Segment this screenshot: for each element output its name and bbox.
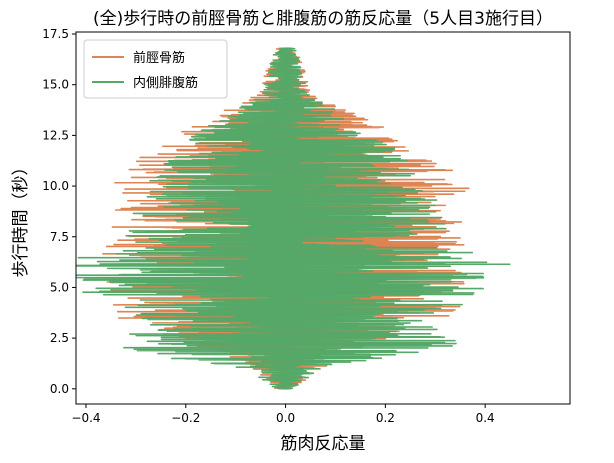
y-tick-label: 15.0 bbox=[42, 78, 69, 92]
chart-title: (全)歩行時の前脛骨筋と腓腹筋の筋反応量（5人目3施行目） bbox=[93, 9, 553, 29]
plot-frame bbox=[75, 31, 571, 405]
legend-label-series-1: 内側腓腹筋 bbox=[133, 75, 198, 91]
x-tick-label: 0.4 bbox=[476, 411, 495, 425]
y-tick-label: 17.5 bbox=[42, 27, 69, 41]
y-axis: 0.0 2.5 5.0 7.5 10.0 12.5 15.0 17.5 bbox=[42, 27, 76, 396]
series-line-1 bbox=[76, 47, 511, 390]
x-axis: −0.4 −0.2 0.0 0.2 0.4 bbox=[71, 404, 495, 425]
x-tick-label: 0.0 bbox=[276, 411, 295, 425]
y-tick-label: 2.5 bbox=[50, 331, 69, 345]
series-layer bbox=[76, 47, 511, 390]
legend-box bbox=[83, 39, 228, 99]
y-axis-label: 歩行時間（秒） bbox=[11, 159, 31, 278]
x-tick-label: −0.2 bbox=[171, 411, 200, 425]
legend: 前脛骨筋 内側腓腹筋 bbox=[83, 39, 228, 99]
x-tick-label: 0.2 bbox=[376, 411, 395, 425]
y-tick-label: 7.5 bbox=[50, 230, 69, 244]
legend-label-series-0: 前脛骨筋 bbox=[133, 50, 185, 66]
y-tick-label: 5.0 bbox=[50, 280, 69, 294]
y-tick-label: 0.0 bbox=[50, 382, 69, 396]
x-axis-label: 筋肉反応量 bbox=[281, 434, 366, 454]
x-tick-label: −0.4 bbox=[71, 411, 100, 425]
y-tick-label: 10.0 bbox=[42, 179, 69, 193]
y-tick-label: 12.5 bbox=[42, 128, 69, 142]
